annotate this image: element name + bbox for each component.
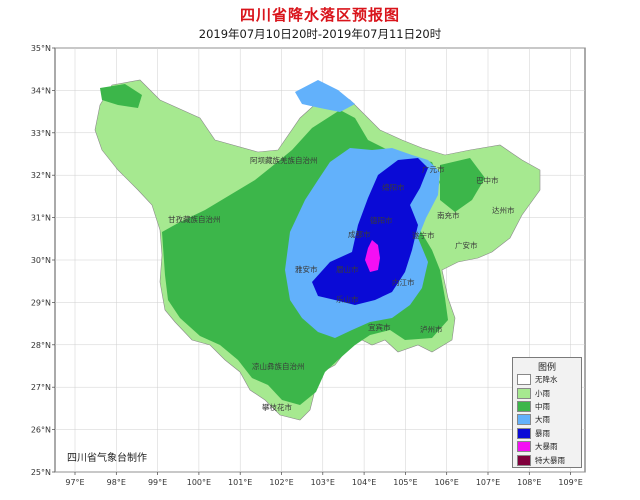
lat-label: 25°N	[31, 468, 51, 477]
credit-text: 四川省气象台制作	[67, 453, 147, 464]
lon-label: 104°E	[352, 478, 376, 487]
lon-label: 97°E	[65, 478, 84, 487]
lat-label: 26°N	[31, 426, 51, 435]
city-label: 达州市	[492, 205, 515, 215]
city-label: 眉山市	[336, 264, 359, 274]
lon-label: 100°E	[187, 478, 211, 487]
lon-label: 107°E	[476, 478, 500, 487]
legend-label: 特大暴雨	[535, 455, 565, 465]
lat-label: 32°N	[31, 171, 51, 180]
longitude-labels: 97°E 98°E 99°E 100°E 101°E 102°E 103°E 104°E 105…	[65, 478, 582, 487]
lon-label: 102°E	[269, 478, 293, 487]
city-label: 绵阳市	[382, 182, 405, 192]
legend-label: 小雨	[535, 388, 550, 398]
city-label: 成都市	[348, 229, 371, 239]
city-label: 南充市	[437, 210, 460, 220]
lon-label: 99°E	[148, 478, 167, 487]
lat-label: 33°N	[31, 129, 51, 138]
axis-ticks	[52, 47, 571, 475]
legend-label: 中雨	[535, 401, 550, 411]
city-label: 甘孜藏族自治州	[168, 214, 221, 224]
legend-title: 图例	[537, 363, 556, 373]
legend-label: 大雨	[535, 415, 550, 425]
legend-swatch	[517, 427, 531, 439]
legend-swatch	[517, 414, 531, 426]
map-title: 四川省降水落区预报图	[239, 6, 400, 24]
lat-label: 30°N	[31, 256, 51, 265]
latitude-labels: 35°N 34°N 33°N 32°N 31°N 30°N 29°N 28°N 27°N 26°N…	[31, 44, 51, 477]
legend-item: 暴雨	[513, 427, 581, 440]
city-labels: 阿坝藏族羌族自治州 甘孜藏族自治州 凉山彝族自治州 攀枝花市 绵阳市 德阳市 成…	[168, 155, 515, 412]
city-label: 广安市	[455, 240, 478, 250]
lon-label: 109°E	[558, 478, 582, 487]
lat-label: 35°N	[31, 44, 51, 53]
lon-label: 108°E	[517, 478, 541, 487]
region-heavy-rainstorm	[365, 240, 380, 272]
legend-item: 大暴雨	[513, 440, 581, 453]
lat-label: 31°N	[31, 214, 51, 223]
legend-swatch	[517, 374, 531, 386]
city-label: 阿坝藏族羌族自治州	[250, 155, 318, 165]
city-label: 雅安市	[295, 264, 318, 274]
city-label: 乐山市	[336, 294, 359, 304]
lon-label: 101°E	[228, 478, 252, 487]
lon-label: 105°E	[393, 478, 417, 487]
city-label: 泸州市	[420, 324, 443, 334]
city-label: 广元市	[422, 164, 445, 174]
lat-label: 34°N	[31, 86, 51, 95]
legend-swatch	[517, 387, 531, 399]
lat-label: 28°N	[31, 341, 51, 350]
lon-label: 103°E	[311, 478, 335, 487]
region-rainstorm	[312, 158, 428, 305]
legend-item: 小雨	[513, 386, 581, 399]
city-label: 宜宾市	[368, 322, 391, 332]
region-moderate-rain-north	[100, 84, 142, 108]
lat-label: 29°N	[31, 298, 51, 307]
lon-label: 98°E	[107, 478, 126, 487]
lon-label: 106°E	[435, 478, 459, 487]
legend-item: 特大暴雨	[513, 453, 581, 466]
legend-label: 大暴雨	[535, 442, 558, 452]
city-label: 攀枝花市	[262, 402, 292, 412]
legend-swatch	[517, 400, 531, 412]
legend-label: 暴雨	[535, 428, 550, 438]
legend-swatch	[517, 441, 531, 453]
legend-item: 中雨	[513, 400, 581, 413]
legend-swatch	[517, 454, 531, 466]
legend: 图例 无降水小雨中雨大雨暴雨大暴雨特大暴雨	[512, 357, 582, 468]
region-moderate-rain-east	[440, 158, 485, 212]
legend-item: 大雨	[513, 413, 581, 426]
region-heavy-rain-north	[295, 80, 355, 112]
city-label: 巴中市	[476, 175, 499, 185]
legend-item: 无降水	[513, 373, 581, 386]
map-subtitle: 2019年07月10日20时-2019年07月11日20时	[198, 27, 442, 41]
city-label: 内江市	[392, 277, 415, 287]
city-label: 德阳市	[370, 215, 393, 225]
city-label: 凉山彝族自治州	[252, 361, 305, 371]
lat-label: 27°N	[31, 383, 51, 392]
legend-label: 无降水	[535, 375, 558, 385]
city-label: 遂宁市	[412, 230, 435, 240]
